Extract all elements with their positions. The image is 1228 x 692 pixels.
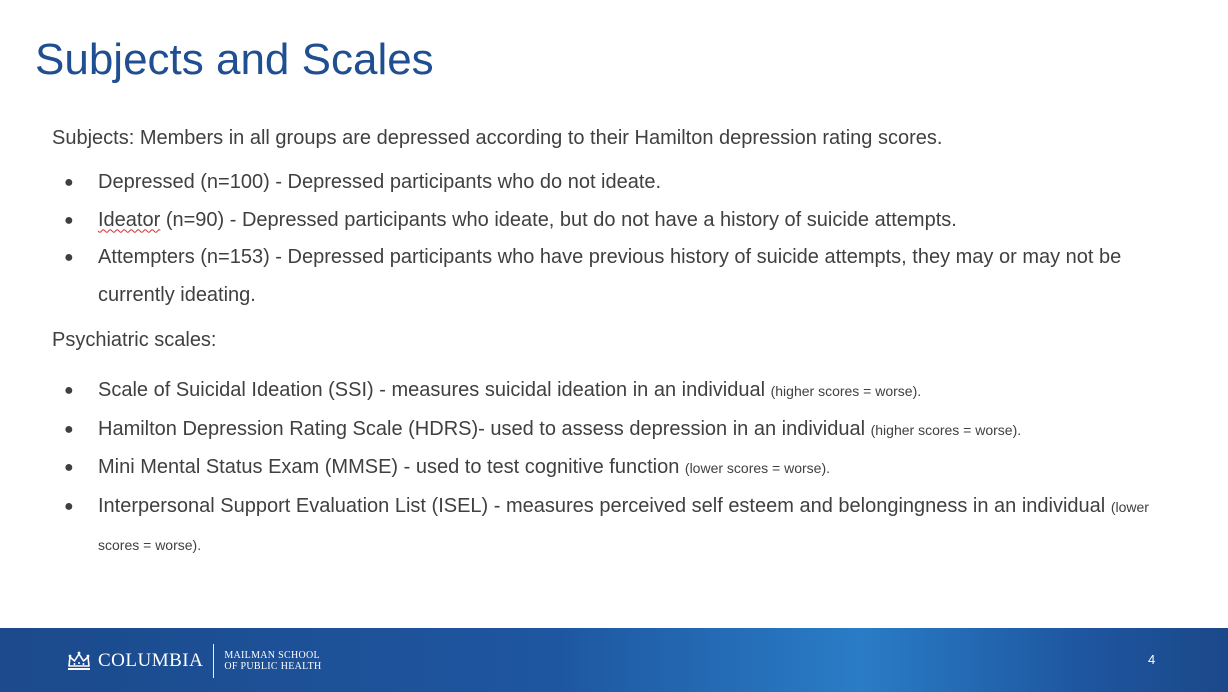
scale-description: Hamilton Depression Rating Scale (HDRS)-… [98, 417, 871, 440]
bullet-icon: ● [64, 211, 74, 229]
subject-name: Ideator [98, 208, 161, 231]
list-item: ● Attempters (n=153) - Depressed partici… [52, 239, 1172, 314]
list-item: ● Interpersonal Support Evaluation List … [52, 488, 1172, 565]
list-item: ● Hamilton Depression Rating Scale (HDRS… [52, 411, 1172, 450]
footer-bar: COLUMBIA MAILMAN SCHOOL OF PUBLIC HEALTH… [0, 628, 1228, 692]
scale-note: (higher scores = worse). [770, 383, 922, 399]
columbia-logo: COLUMBIA MAILMAN SCHOOL OF PUBLIC HEALTH [66, 644, 322, 678]
list-item: ● Mini Mental Status Exam (MMSE) - used … [52, 449, 1172, 488]
list-item: ● Ideator (n=90) - Depressed participant… [52, 202, 1172, 240]
subject-description: (n=153) - Depressed participants who hav… [98, 246, 1122, 306]
list-item: ● Scale of Suicidal Ideation (SSI) - mea… [52, 372, 1172, 411]
scale-note: (higher scores = worse). [870, 421, 1022, 438]
scale-description: Mini Mental Status Exam (MMSE) - used to… [98, 456, 685, 478]
subject-name: Depressed [98, 171, 195, 193]
logo-wordmark: COLUMBIA [98, 650, 204, 671]
scale-description: Scale of Suicidal Ideation (SSI) - measu… [98, 379, 771, 401]
bullet-icon: ● [64, 420, 74, 438]
slide-title: Subjects and Scales [35, 35, 434, 84]
logo-school-line1: MAILMAN SCHOOL [224, 650, 320, 661]
bullet-icon: ● [64, 382, 74, 399]
list-item: ● Depressed (n=100) - Depressed particip… [52, 164, 1172, 202]
subject-description: (n=90) - Depressed participants who idea… [160, 208, 957, 231]
subject-name: Attempters [98, 246, 195, 268]
bullet-icon: ● [64, 497, 74, 515]
scale-description: Interpersonal Support Evaluation List (I… [98, 494, 1111, 517]
slide-body: Subjects: Members in all groups are depr… [52, 124, 1172, 565]
bullet-icon: ● [64, 174, 74, 191]
scale-note: (lower scores = worse). [684, 460, 830, 476]
bullet-icon: ● [64, 249, 74, 266]
scale-note: (lower scores = worse). [98, 498, 1149, 554]
subjects-intro: Subjects: Members in all groups are depr… [52, 127, 943, 149]
logo-school-line2: OF PUBLIC HEALTH [224, 661, 322, 672]
subjects-list: ● Depressed (n=100) - Depressed particip… [52, 164, 1172, 314]
logo-divider [213, 644, 215, 678]
scales-intro: Psychiatric scales: [52, 329, 217, 351]
page-number: 4 [1148, 652, 1156, 667]
bullet-icon: ● [64, 459, 74, 476]
scales-list: ● Scale of Suicidal Ideation (SSI) - mea… [52, 372, 1172, 565]
logo-school-name: MAILMAN SCHOOL OF PUBLIC HEALTH [224, 650, 321, 672]
subject-description: (n=100) - Depressed participants who do … [194, 171, 662, 193]
crown-icon [68, 651, 90, 670]
